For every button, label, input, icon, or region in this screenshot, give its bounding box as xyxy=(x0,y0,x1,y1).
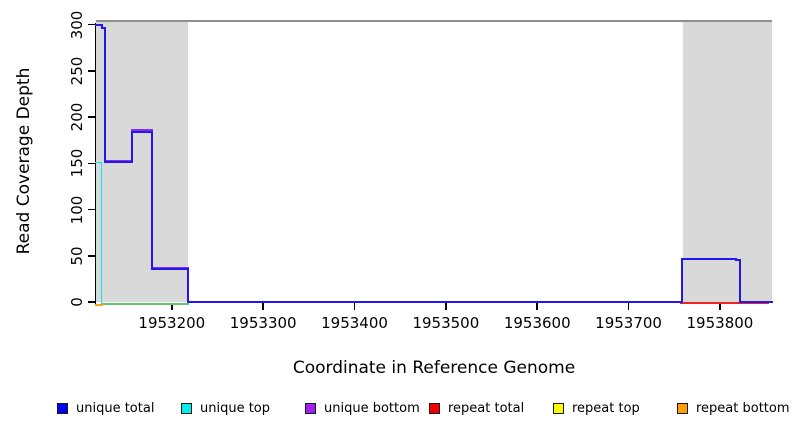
legend-label: repeat total xyxy=(448,400,525,416)
x-axis-tick-label: 1953500 xyxy=(412,314,480,332)
x-axis-tick-label: 1953800 xyxy=(686,314,754,332)
x-axis-title: Coordinate in Reference Genome xyxy=(292,358,576,378)
legend-item-repeat-bottom: repeat bottom xyxy=(677,400,790,416)
repeat-top-swatch-icon xyxy=(553,402,564,414)
x-axis-tick-label: 1953700 xyxy=(595,314,662,332)
x-axis-tick xyxy=(719,302,721,310)
x-axis-tick xyxy=(627,302,630,310)
x-axis-tick-label: 1953600 xyxy=(503,314,571,332)
y-axis-tick-label: 50 xyxy=(68,246,86,266)
series-segment-repeat-top-overlaps-unique-top-at-zero- xyxy=(100,303,189,305)
unique-bottom-swatch-icon xyxy=(305,402,316,414)
repeat-total-swatch-icon xyxy=(429,402,440,414)
series-segment-unique-total xyxy=(739,301,773,303)
x-axis-tick-label: 1953300 xyxy=(229,314,297,332)
repeat-bottom-swatch-icon xyxy=(677,402,688,414)
unique-total-swatch-icon xyxy=(57,402,68,414)
series-segment-unique-total xyxy=(150,267,190,270)
legend-item-unique-top: unique top xyxy=(181,400,271,416)
x-axis-tick xyxy=(171,302,173,310)
y-axis-tick xyxy=(88,301,95,303)
y-axis-tick xyxy=(88,208,95,211)
y-axis-tick xyxy=(88,70,95,72)
y-axis-tick-label: 150 xyxy=(68,148,86,178)
y-axis-tick xyxy=(88,116,95,118)
shaded-region xyxy=(683,20,772,302)
legend-item-unique-total: unique total xyxy=(57,400,155,416)
y-axis-tick-label: 300 xyxy=(68,10,86,39)
series-segment-unique-total xyxy=(104,161,133,164)
series-segment-unique-total xyxy=(680,257,683,303)
legend-label: unique top xyxy=(200,400,271,416)
y-axis-tick xyxy=(88,23,95,26)
series-segment-unique-top xyxy=(95,161,103,164)
series-segment-unique-total xyxy=(150,130,153,270)
y-axis-tick xyxy=(88,255,95,257)
series-segment-unique-total xyxy=(680,257,738,260)
y-axis-tick-label: 0 xyxy=(68,297,86,307)
series-segment-unique-total xyxy=(130,130,133,164)
series-segment-unique-total xyxy=(101,23,104,30)
unique-top-swatch-icon xyxy=(181,402,192,414)
y-axis-title: Read Coverage Depth xyxy=(14,67,34,255)
series-segment-unique-total xyxy=(187,267,190,303)
legend-label: unique total xyxy=(76,400,155,416)
series-segment-unique-bottom xyxy=(130,129,153,132)
y-axis-line xyxy=(94,22,96,304)
series-segment-unique-total xyxy=(101,27,107,30)
x-axis-tick-label: 1953200 xyxy=(138,314,206,332)
legend-item-repeat-top: repeat top xyxy=(553,400,640,416)
legend-label: unique bottom xyxy=(324,400,420,416)
x-axis-tick xyxy=(262,302,264,310)
x-axis-tick xyxy=(445,302,447,310)
series-segment-unique-total xyxy=(130,130,153,133)
legend-item-unique-bottom: unique bottom xyxy=(305,400,420,416)
y-axis-tick-label: 100 xyxy=(68,195,86,224)
legend-label: repeat bottom xyxy=(696,400,790,416)
series-segment-unique-total xyxy=(95,23,104,26)
y-axis-tick-label: 250 xyxy=(68,56,86,86)
legend-item-repeat-total: repeat total xyxy=(429,400,525,416)
series-segment-unique-total xyxy=(739,259,742,303)
y-axis-tick-label: 200 xyxy=(68,102,86,132)
y-axis-tick xyxy=(88,162,95,165)
reference-line xyxy=(96,19,772,22)
x-axis-tick xyxy=(536,302,538,310)
legend-label: repeat top xyxy=(572,400,640,416)
series-segment-unique-total xyxy=(187,301,683,303)
series-segment-unique-total xyxy=(735,259,741,262)
x-axis-tick-label: 1953400 xyxy=(321,314,388,332)
series-segment-repeat-bottom xyxy=(94,303,103,307)
x-axis-tick xyxy=(353,302,356,310)
series-segment-unique-total xyxy=(104,27,107,164)
series-segment-unique-top xyxy=(100,161,103,303)
series-segment-repeat-total xyxy=(679,302,770,304)
